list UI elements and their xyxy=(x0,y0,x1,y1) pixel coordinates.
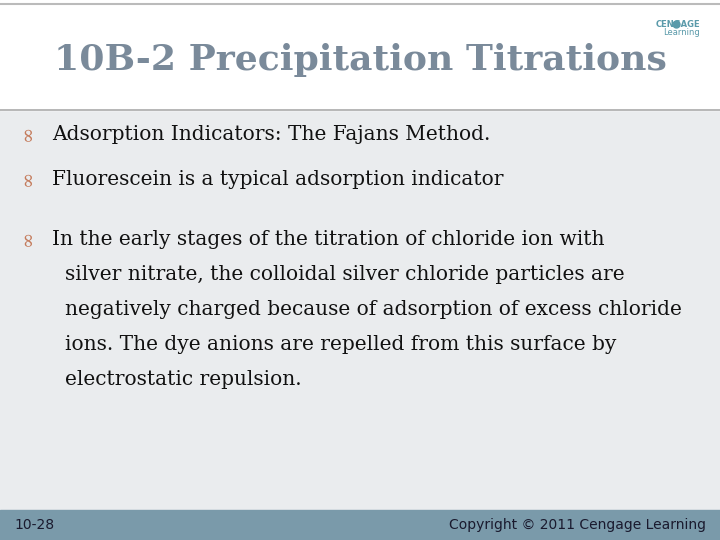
Text: Copyright © 2011 Cengage Learning: Copyright © 2011 Cengage Learning xyxy=(449,518,706,532)
Text: ∞: ∞ xyxy=(19,230,37,246)
Text: 10-28: 10-28 xyxy=(14,518,54,532)
Text: negatively charged because of adsorption of excess chloride: negatively charged because of adsorption… xyxy=(65,300,682,319)
Text: 10B-2 Precipitation Titrations: 10B-2 Precipitation Titrations xyxy=(53,43,667,77)
Bar xyxy=(0,110,720,510)
Text: ∞: ∞ xyxy=(19,125,37,141)
Text: Adsorption Indicators: The Fajans Method.: Adsorption Indicators: The Fajans Method… xyxy=(52,125,490,144)
Text: electrostatic repulsion.: electrostatic repulsion. xyxy=(65,370,302,389)
Text: Learning: Learning xyxy=(663,28,700,37)
Text: CENGAGE: CENGAGE xyxy=(655,20,700,29)
Text: ∞: ∞ xyxy=(19,170,37,186)
Text: In the early stages of the titration of chloride ion with: In the early stages of the titration of … xyxy=(52,230,605,249)
Text: ions. The dye anions are repelled from this surface by: ions. The dye anions are repelled from t… xyxy=(65,335,616,354)
Text: silver nitrate, the colloidal silver chloride particles are: silver nitrate, the colloidal silver chl… xyxy=(65,265,625,284)
Text: Fluorescein is a typical adsorption indicator: Fluorescein is a typical adsorption indi… xyxy=(52,170,503,189)
Bar xyxy=(0,510,720,540)
Bar xyxy=(0,0,720,110)
